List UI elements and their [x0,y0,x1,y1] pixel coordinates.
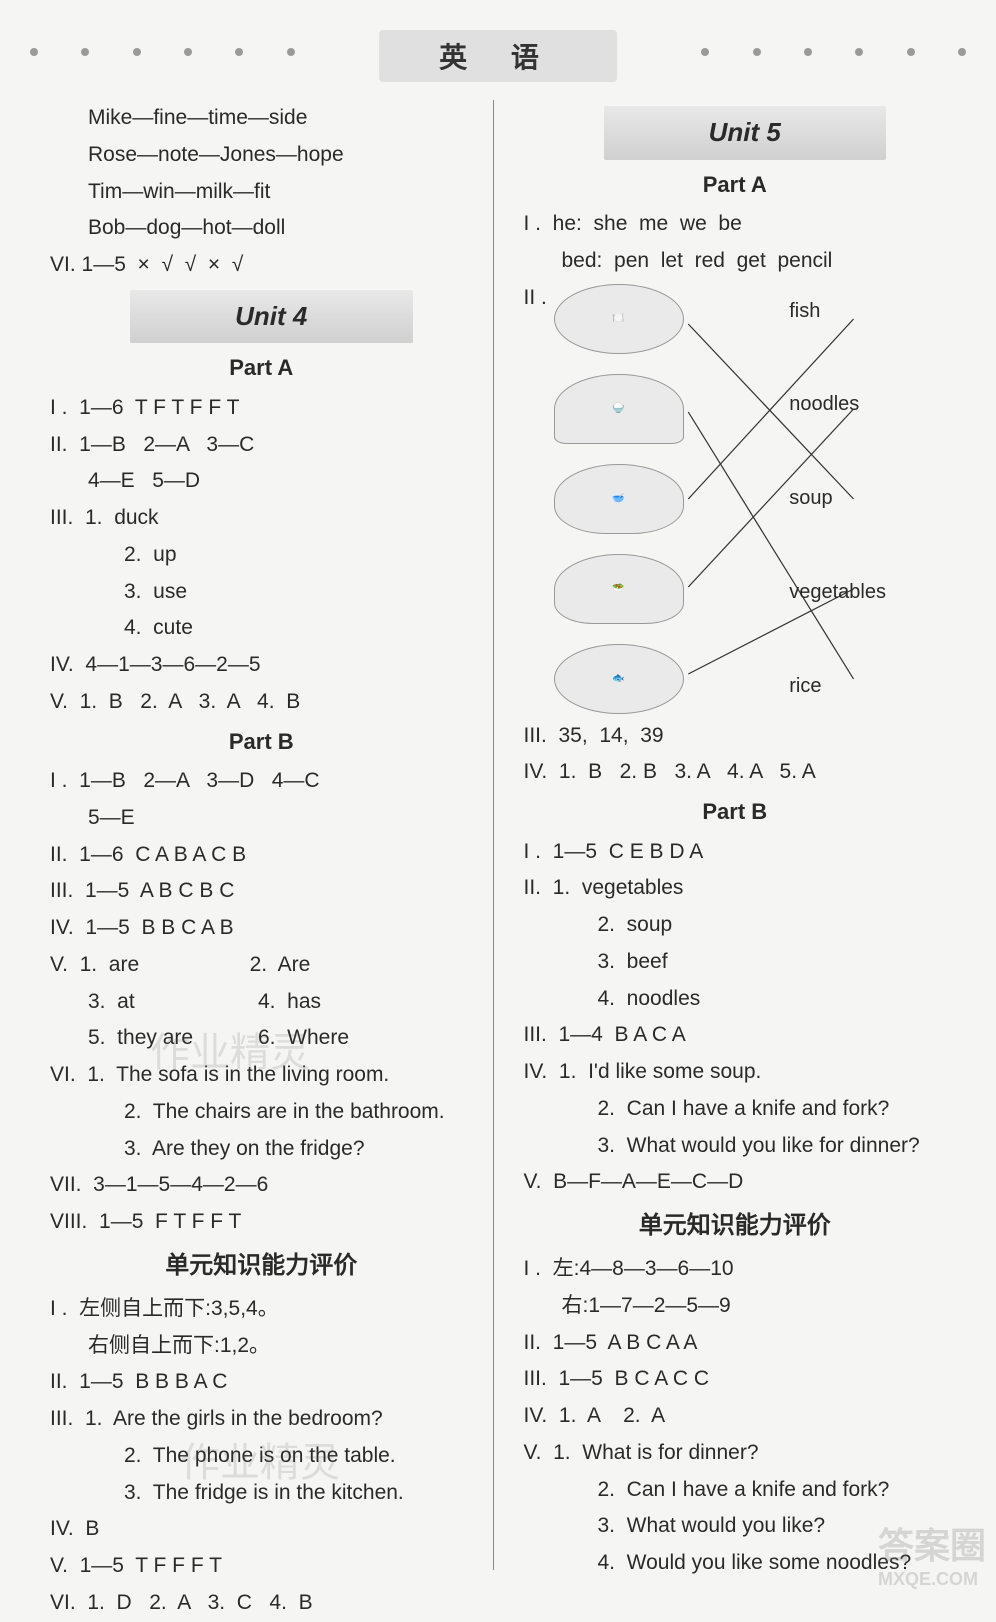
u5r-v: 2. Can I have a knife and fork? [524,1472,947,1509]
part-b-header: Part B [50,723,473,762]
u5a-iii: III. 35, 14, 39 [524,718,947,755]
match-label: fish [789,294,886,329]
dot [855,48,863,56]
match-label: noodles [789,387,886,422]
u4r-i: I . 左侧自上而下:3,5,4。 [50,1291,473,1328]
dot [287,48,295,56]
dot [907,48,915,56]
dot [753,48,761,56]
u4r-iv: IV. B [50,1511,473,1548]
u4a-ii: II. 1—B 2—A 3—C [50,427,473,464]
u4b-vi: 3. Are they on the fridge? [50,1131,473,1168]
u4r-iii: III. 1. Are the girls in the bedroom? [50,1401,473,1438]
part-b-header: Part B [524,793,947,832]
u4b-i: 5—E [50,800,473,837]
u4b-vi: 2. The chairs are in the bathroom. [50,1094,473,1131]
part-a-header: Part A [524,166,947,205]
u4-review-header: 单元知识能力评价 [50,1245,473,1287]
u5b-i: I . 1—5 C E B D A [524,834,947,871]
unit5-header: Unit 5 [604,106,887,160]
dot [701,48,709,56]
u4a-iv: IV. 4—1—3—6—2—5 [50,647,473,684]
u4r-iii: 2. The phone is on the table. [50,1438,473,1475]
matching-right-labels: fish noodles soup vegetables rice [789,294,886,704]
dot [958,48,966,56]
u5r-iii: III. 1—5 B C A C C [524,1361,947,1398]
u4r-ii: II. 1—5 B B B A C [50,1364,473,1401]
u4b-vi: VI. 1. The sofa is in the living room. [50,1057,473,1094]
intro-line: Mike—fine—time—side [50,100,473,137]
u5b-ii: 2. soup [524,907,947,944]
u4r-v: V. 1—5 T F F F T [50,1548,473,1585]
u5r-ii: II. 1—5 A B C A A [524,1325,947,1362]
u4r-i: 右侧自上而下:1,2。 [50,1328,473,1365]
u5b-iii: III. 1—4 B A C A [524,1017,947,1054]
answer-vi: VI. 1—5 × √ √ × √ [50,247,473,284]
page-title: 英 语 [379,30,617,82]
u5a-i: I . he: she me we be [524,206,947,243]
u4b-iv: IV. 1—5 B B C A B [50,910,473,947]
u5b-ii: 3. beef [524,944,947,981]
u4a-iii: 3. use [50,574,473,611]
u4a-iii: III. 1. duck [50,500,473,537]
u4b-viii: VIII. 1—5 F T F F T [50,1204,473,1241]
unit4-header: Unit 4 [130,290,413,344]
u5b-iv: IV. 1. I'd like some soup. [524,1054,947,1091]
u4r-iii: 3. The fridge is in the kitchen. [50,1475,473,1512]
content-columns: Mike—fine—time—side Rose—note—Jones—hope… [50,100,946,1570]
u5b-ii: 4. noodles [524,981,947,1018]
u4r-vi: VI. 1. D 2. A 3. C 4. B [50,1585,473,1622]
u5b-iv: 2. Can I have a knife and fork? [524,1091,947,1128]
right-column: Unit 5 Part A I . he: she me we be bed: … [493,100,947,1570]
u4b-v: 5. they are6. Where [50,1020,473,1057]
match-label: rice [789,669,886,704]
intro-line: Rose—note—Jones—hope [50,137,473,174]
u5r-i: 右:1—7—2—5—9 [524,1288,947,1325]
u5a-iv: IV. 1. B 2. B 3. A 4. A 5. A [524,754,947,791]
u5b-iv: 3. What would you like for dinner? [524,1128,947,1165]
match-label: soup [789,481,886,516]
dot [30,48,38,56]
intro-line: Tim—win—milk—fit [50,174,473,211]
u4a-iii: 4. cute [50,610,473,647]
u4b-v: 3. at4. has [50,984,473,1021]
u5b-ii: II. 1. vegetables [524,870,947,907]
u5b-v: V. B—F—A—E—C—D [524,1164,947,1201]
u4a-v: V. 1. B 2. A 3. A 4. B [50,684,473,721]
part-a-header: Part A [50,349,473,388]
u4b-i: I . 1—B 2—A 3—D 4—C [50,763,473,800]
matching-lines [554,284,947,714]
u4a-i: I . 1—6 T F T F F T [50,390,473,427]
u5-review-header: 单元知识能力评价 [524,1205,947,1247]
dot [235,48,243,56]
dot [133,48,141,56]
matching-diagram: 🍽️ 🍚 🥣 🥗 🐟 fish noodles soup v [554,284,947,714]
dot [81,48,89,56]
u5r-iv: IV. 1. A 2. A [524,1398,947,1435]
u5r-v: V. 1. What is for dinner? [524,1435,947,1472]
match-label: vegetables [789,575,886,610]
site-watermark: 答案圈 MXQE.COM [878,1517,986,1590]
u5a-i: bed: pen let red get pencil [524,243,947,280]
dot [184,48,192,56]
u4a-iii: 2. up [50,537,473,574]
u4b-vii: VII. 3—1—5—4—2—6 [50,1167,473,1204]
u4a-ii: 4—E 5—D [50,463,473,500]
u4b-iii: III. 1—5 A B C B C [50,873,473,910]
u4b-v: V. 1. are2. Are [50,947,473,984]
u4b-ii: II. 1—6 C A B A C B [50,837,473,874]
dot [804,48,812,56]
u5r-i: I . 左:4—8—3—6—10 [524,1251,947,1288]
intro-line: Bob—dog—hot—doll [50,210,473,247]
u5a-ii-label: II . [524,280,547,317]
left-column: Mike—fine—time—side Rose—note—Jones—hope… [50,100,493,1570]
